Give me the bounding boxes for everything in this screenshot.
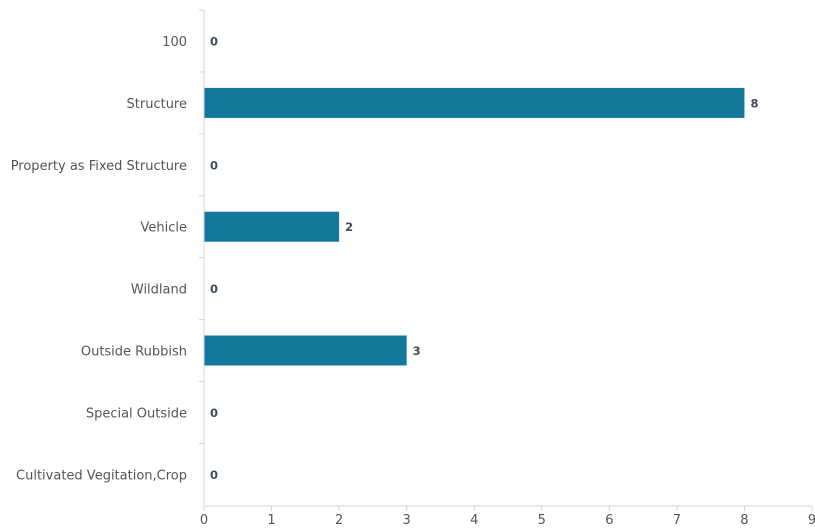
x-tick-label: 9 (808, 513, 815, 528)
data-label: 0 (210, 468, 218, 482)
x-tick-label: 1 (267, 513, 275, 528)
category-label: 100 (162, 35, 187, 50)
x-tick-label: 7 (673, 513, 681, 528)
x-tick-label: 6 (605, 513, 613, 528)
category-label: Structure (127, 97, 187, 112)
data-label: 2 (345, 220, 353, 234)
category-label: Special Outside (86, 406, 187, 421)
x-tick-label: 8 (740, 513, 748, 528)
bars-layer (204, 87, 745, 366)
labels-layer: 0 1 2 3 4 5 6 7 8 9 100 0 Structure 8 Property as Fixe… (11, 35, 815, 529)
category-label: Vehicle (141, 221, 188, 236)
data-label: 0 (210, 406, 218, 420)
category-label: Cultivated Vegitation,Crop (16, 468, 187, 483)
bar (204, 87, 745, 118)
bar (204, 335, 407, 366)
category-label: Property as Fixed Structure (11, 159, 187, 174)
x-tick-label: 2 (335, 513, 343, 528)
data-label: 0 (210, 158, 218, 172)
category-label: Outside Rubbish (81, 345, 187, 360)
axes (199, 9, 813, 511)
category-label: Wildland (131, 283, 187, 298)
x-tick-label: 0 (200, 513, 208, 528)
x-tick-label: 5 (538, 513, 546, 528)
data-label: 0 (210, 35, 218, 49)
data-label: 3 (413, 344, 421, 358)
data-label: 8 (750, 96, 758, 110)
bar (204, 211, 340, 242)
x-tick-label: 4 (470, 513, 478, 528)
data-label: 0 (210, 282, 218, 296)
x-tick-label: 3 (403, 513, 411, 528)
